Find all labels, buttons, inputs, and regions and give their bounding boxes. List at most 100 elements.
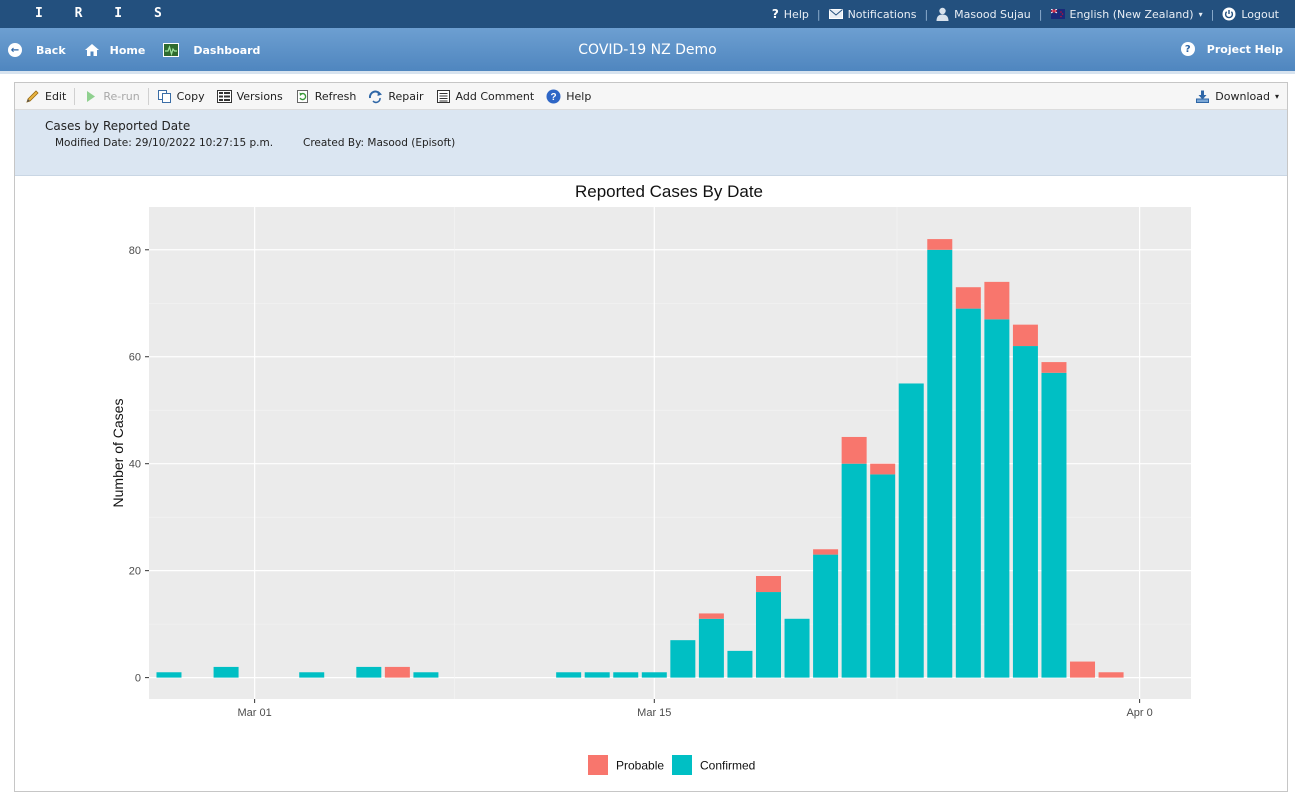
copy-icon — [157, 89, 171, 103]
project-title: COVID-19 NZ Demo — [578, 42, 717, 58]
bar-probable — [1012, 324, 1038, 347]
y-axis: 0 20 40 60 80 — [129, 245, 149, 685]
back-arrow-icon: ← — [8, 43, 22, 57]
bar-probable — [698, 613, 724, 619]
bar-confirmed — [698, 618, 724, 678]
language-label: English (New Zealand) — [1069, 7, 1194, 21]
toolbar-divider — [74, 87, 76, 105]
help-button[interactable]: ? Help — [540, 83, 597, 110]
project-nav-bar: ← Back Home Dashboard COVID-19 NZ Demo ?… — [0, 28, 1295, 74]
bar-probable — [384, 666, 410, 678]
envelope-icon — [828, 9, 843, 19]
bar-probable — [870, 463, 896, 475]
x-tick-label: Apr 0 — [1126, 707, 1152, 719]
rerun-button[interactable]: Re-run — [77, 83, 145, 110]
dashboard-icon — [163, 43, 180, 57]
dashboard-label: Dashboard — [193, 43, 261, 57]
help-link-label: Help — [783, 7, 809, 21]
bar-confirmed — [156, 672, 182, 678]
bar-confirmed — [898, 383, 924, 678]
help-link[interactable]: ? Help — [764, 7, 817, 21]
project-help-link[interactable]: ? Project Help — [1180, 42, 1283, 56]
language-select[interactable]: English (New Zealand) ▾ — [1043, 8, 1211, 21]
x-tick-label: Mar 15 — [637, 707, 671, 719]
bar-probable — [955, 287, 981, 309]
bar-probable — [755, 576, 781, 593]
bar-probable — [1041, 362, 1067, 373]
y-tick-label: 20 — [129, 566, 141, 578]
report-panel: Edit Re-run Copy Versions Refresh Repair… — [14, 82, 1288, 792]
user-menu[interactable]: Masood Sujau — [928, 7, 1039, 21]
bar-confirmed — [727, 650, 753, 678]
logout-link[interactable]: Logout — [1214, 7, 1287, 21]
notifications-link[interactable]: Notifications — [821, 8, 925, 21]
notifications-label: Notifications — [847, 7, 917, 21]
y-tick-label: 0 — [135, 673, 141, 685]
dashboard-button[interactable]: Dashboard — [163, 43, 268, 57]
bar-confirmed — [841, 463, 867, 678]
repair-icon — [369, 90, 383, 103]
bar-probable — [841, 436, 867, 464]
y-tick-label: 40 — [129, 459, 141, 471]
x-axis: Mar 01 Mar 15 Apr 0 — [238, 699, 1153, 719]
versions-icon — [216, 89, 232, 103]
bar-probable — [984, 281, 1010, 320]
home-button[interactable]: Home — [84, 43, 154, 57]
chart-title: Reported Cases By Date — [575, 182, 763, 201]
bar-probable — [1098, 672, 1124, 678]
divider: | — [1210, 7, 1215, 21]
y-tick-label: 60 — [129, 352, 141, 364]
copy-button[interactable]: Copy — [151, 83, 211, 110]
refresh-button[interactable]: Refresh — [289, 83, 363, 110]
divider: | — [1038, 7, 1043, 21]
download-label: Download — [1215, 89, 1270, 103]
bar-confirmed — [584, 672, 610, 678]
logout-label: Logout — [1241, 7, 1279, 21]
top-nav: ? Help | Notifications | Masood Sujau | … — [764, 0, 1287, 28]
question-circle-icon: ? — [1180, 42, 1195, 56]
bar-confirmed — [556, 672, 582, 678]
bar-confirmed — [870, 474, 896, 678]
y-axis-label: Number of Cases — [110, 399, 126, 508]
bar-probable — [927, 239, 953, 250]
refresh-label: Refresh — [314, 89, 357, 103]
bar-confirmed — [984, 319, 1010, 678]
question-circle-icon: ? — [546, 89, 561, 103]
divider: | — [816, 7, 821, 21]
bar-confirmed — [1041, 372, 1067, 678]
bar-confirmed — [1012, 346, 1038, 678]
modified-date: Modified Date: 29/10/2022 10:27:15 p.m. — [55, 137, 274, 149]
nz-flag-icon — [1050, 9, 1065, 19]
legend-label: Probable — [616, 759, 664, 773]
report-title: Cases by Reported Date — [45, 119, 191, 133]
copy-label: Copy — [176, 89, 205, 103]
refresh-icon — [296, 89, 308, 103]
toolbar-divider — [147, 87, 149, 105]
nav-left: ← Back Home Dashboard — [8, 28, 268, 72]
project-help-label: Project Help — [1206, 42, 1283, 56]
back-button[interactable]: ← Back — [8, 43, 74, 57]
comment-icon — [436, 89, 450, 103]
edit-button[interactable]: Edit — [19, 83, 72, 110]
bar-confirmed — [213, 666, 239, 678]
pencil-icon — [26, 89, 39, 103]
edit-label: Edit — [45, 89, 67, 103]
add-comment-button[interactable]: Add Comment — [430, 83, 541, 110]
question-icon: ? — [771, 7, 779, 21]
bar-confirmed — [670, 640, 696, 678]
bar-confirmed — [613, 672, 639, 678]
bar-confirmed — [413, 672, 439, 678]
chart-container: Reported Cases By Date 0 20 40 60 80 Mar 01 M… — [15, 177, 1287, 791]
bars — [156, 239, 1124, 678]
legend-swatch — [588, 755, 608, 775]
versions-button[interactable]: Versions — [211, 83, 289, 110]
rerun-label: Re-run — [103, 89, 140, 103]
user-name: Masood Sujau — [954, 7, 1031, 21]
repair-button[interactable]: Repair — [362, 83, 429, 110]
top-bar: I R I S ? Help | Notifications | Masood … — [0, 0, 1295, 28]
repair-label: Repair — [388, 89, 424, 103]
legend-swatch — [672, 755, 692, 775]
bar-confirmed — [299, 672, 325, 678]
download-button[interactable]: Download ▾ — [1189, 83, 1287, 110]
